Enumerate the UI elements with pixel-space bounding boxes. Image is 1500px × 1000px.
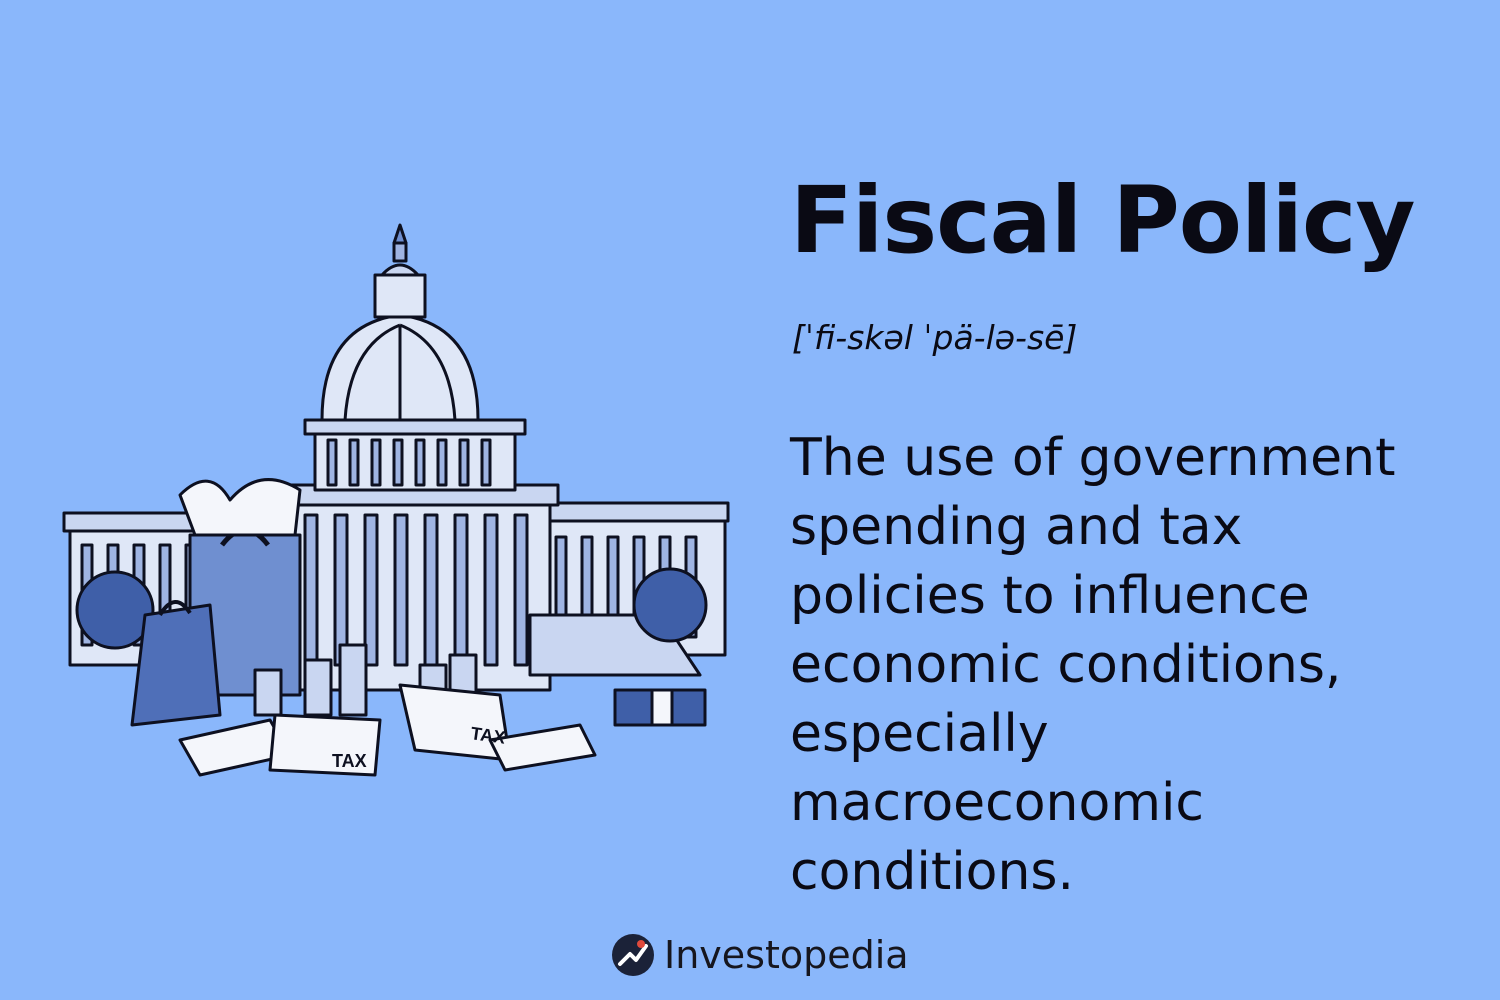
capitol-illustration: TAX TAX xyxy=(60,215,740,795)
page-title: Fiscal Policy xyxy=(790,167,1416,274)
capitol-building-icon: TAX TAX xyxy=(62,223,730,777)
investopedia-logo-icon xyxy=(612,934,654,976)
definition-text: The use of government spending and tax p… xyxy=(790,428,1396,902)
brand-footer[interactable]: Investopedia xyxy=(610,932,909,978)
tax-label-2: TAX xyxy=(469,723,506,748)
brand-name: Investopedia xyxy=(664,933,909,977)
tax-label-1: TAX xyxy=(332,751,367,771)
pronunciation: [ˈfi-skəl ˈpä-lə-sē] xyxy=(792,318,1078,357)
